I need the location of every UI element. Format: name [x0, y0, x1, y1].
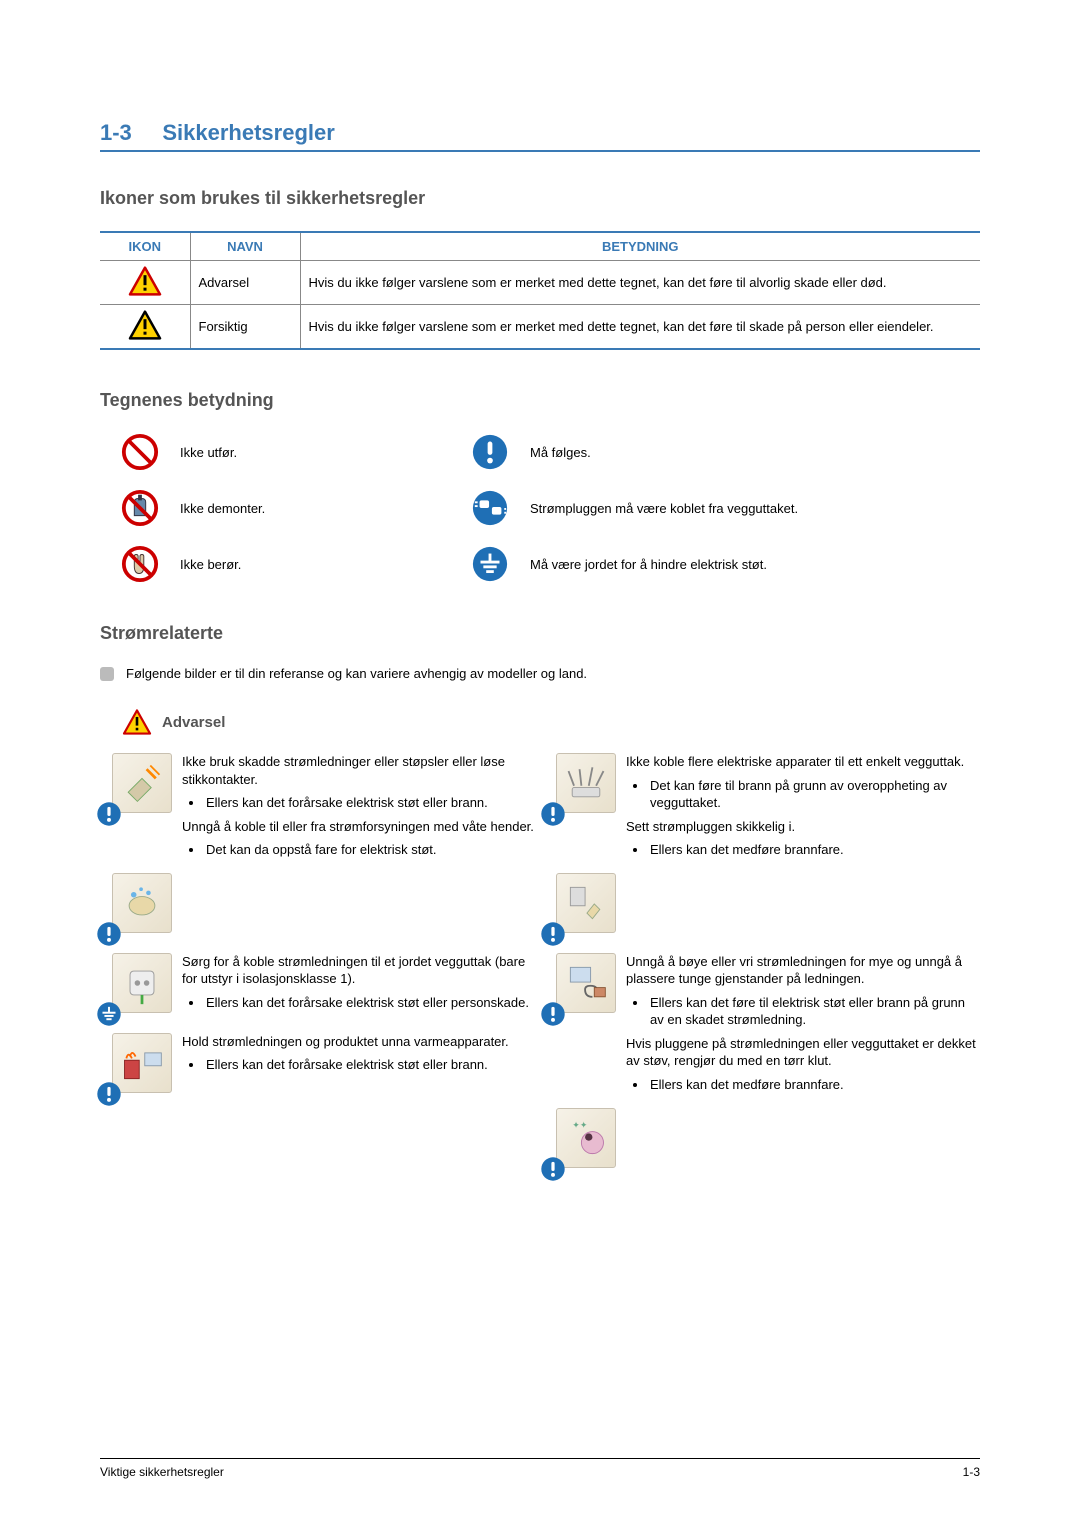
name-cell: Forsiktig [190, 305, 300, 350]
warnings-left-column: Ikke bruk skadde strømledninger eller st… [100, 753, 536, 1188]
warn-bullet: Det kan da oppstå fare for elektrisk stø… [204, 841, 536, 859]
mandatory-badge-icon [96, 801, 122, 827]
info-note-row: Følgende bilder er til din referanse og … [100, 666, 980, 681]
title-rule [100, 150, 980, 152]
warn-bullet: Det kan føre til brann på grunn av overo… [648, 777, 980, 812]
meaning-label: Strømpluggen må være koblet fra veggutta… [530, 501, 980, 516]
mandatory-icon [471, 433, 509, 471]
warn-after: Hvis pluggene på strømledningen eller ve… [626, 1035, 980, 1070]
warn-bullet: Ellers kan det føre til elektrisk støt e… [648, 994, 980, 1029]
mandatory-badge-icon [540, 921, 566, 947]
warn-after: Sett strømpluggen skikkelig i. [626, 818, 980, 836]
warn-bullet: Ellers kan det forårsake elektrisk støt … [204, 794, 536, 812]
warn-main: Ikke bruk skadde strømledninger eller st… [182, 753, 536, 788]
mandatory-badge-icon [540, 801, 566, 827]
warn-after: Unngå å koble til eller fra strømforsyni… [182, 818, 536, 836]
warn-main: Hold strømledningen og produktet unna va… [182, 1033, 509, 1051]
warn-bullet: Ellers kan det forårsake elektrisk støt … [204, 994, 536, 1012]
subsection-meanings: Tegnenes betydning [100, 390, 980, 411]
meaning-label: Må følges. [530, 445, 980, 460]
col-icon: IKON [100, 232, 190, 261]
page-footer: Viktige sikkerhetsregler 1-3 [100, 1458, 980, 1479]
name-cell: Advarsel [190, 261, 300, 305]
warn-bullet: Ellers kan det forårsake elektrisk støt … [204, 1056, 509, 1074]
icon-table: IKON NAVN BETYDNING Advarsel Hvis du ikk… [100, 231, 980, 350]
icon-cell-warning [100, 261, 190, 305]
mandatory-badge-icon [96, 921, 122, 947]
no-disassemble-icon [121, 489, 159, 527]
warning-triangle-icon [122, 709, 152, 735]
meaning-label: Ikke berør. [180, 557, 450, 572]
meaning-label: Ikke demonter. [180, 501, 450, 516]
mean-cell: Hvis du ikke følger varslene som er merk… [300, 261, 980, 305]
icon-cell-caution [100, 305, 190, 350]
warn-main: Sørg for å koble strømledningen til et j… [182, 953, 536, 988]
meaning-label: Må være jordet for å hindre elektrisk st… [530, 557, 980, 572]
subsection-icons-table: Ikoner som brukes til sikkerhetsregler [100, 188, 980, 209]
col-meaning: BETYDNING [300, 232, 980, 261]
footer-right: 1-3 [963, 1465, 980, 1479]
subsection-power: Strømrelaterte [100, 623, 980, 644]
mandatory-badge-icon [540, 1001, 566, 1027]
unplug-icon [471, 489, 509, 527]
mandatory-badge-icon [540, 1156, 566, 1182]
warning-triangle-icon [128, 266, 162, 296]
mean-cell: Hvis du ikke følger varslene som er merk… [300, 305, 980, 350]
warn-bullet: Ellers kan det medføre brannfare. [648, 1076, 980, 1094]
section-name: Sikkerhetsregler [162, 120, 334, 145]
warn-bullet: Ellers kan det medføre brannfare. [648, 841, 980, 859]
prohibit-icon [121, 433, 159, 471]
meaning-label: Ikke utfør. [180, 445, 450, 460]
info-note-text: Følgende bilder er til din referanse og … [126, 666, 587, 681]
warning-header-text: Advarsel [162, 714, 225, 731]
section-number: 1-3 [100, 120, 132, 145]
ground-badge-icon [96, 1001, 122, 1027]
mandatory-badge-icon [96, 1081, 122, 1107]
warn-main: Ikke koble flere elektriske apparater ti… [626, 753, 980, 771]
svg-text:✦✦: ✦✦ [572, 1119, 588, 1129]
footer-left: Viktige sikkerhetsregler [100, 1465, 224, 1479]
section-title: 1-3 Sikkerhetsregler [100, 120, 980, 146]
col-name: NAVN [190, 232, 300, 261]
caution-triangle-icon [128, 310, 162, 340]
warnings-right-column: Ikke koble flere elektriske apparater ti… [544, 753, 980, 1188]
meanings-grid: Ikke utfør. Må følges. Ikke demonter. [100, 433, 980, 583]
warning-header: Advarsel [122, 709, 980, 735]
note-icon [100, 667, 114, 681]
no-touch-icon [121, 545, 159, 583]
warn-main: Unngå å bøye eller vri strømledningen fo… [626, 953, 980, 988]
ground-icon [471, 545, 509, 583]
